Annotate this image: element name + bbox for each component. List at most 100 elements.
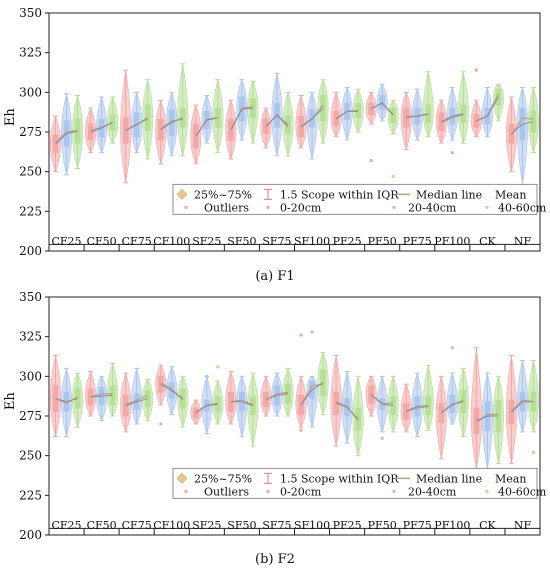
box-SF25-d1 [190, 104, 202, 165]
x-tick-label: CF75 [122, 235, 152, 248]
y-tick-label: 250 [19, 165, 42, 179]
mean-line-PF75 [406, 113, 429, 119]
outlier-point [299, 333, 303, 337]
legend-mean-label: Mean [495, 472, 526, 485]
legend-d3-label: 40-60cm [498, 201, 547, 214]
outlier-point [380, 436, 384, 440]
box-PF100-d3 [457, 71, 469, 145]
legend-d1-label: 0-20cm [280, 201, 322, 214]
box-PF75-d3 [422, 71, 434, 138]
box-SF100-d1 [295, 375, 307, 428]
legend-box-swatch [176, 188, 188, 200]
box-PF100-d2 [446, 372, 458, 425]
legend-outliers-label: Outliers [204, 201, 249, 214]
box-CF75-d1 [120, 69, 132, 184]
median-line-CF50 [90, 393, 113, 398]
mean-line-SF50 [230, 107, 253, 130]
median-line-SF50 [230, 399, 254, 406]
mean-line-CF50 [90, 394, 113, 398]
mean-line-PF100 [441, 113, 464, 123]
legend-whisker-label: 1.5 Scope within IQR [280, 472, 399, 485]
box-SF75-d1 [260, 375, 272, 417]
iqr-box [179, 107, 186, 128]
outlier-point [216, 365, 220, 369]
mean-line-PF25 [335, 402, 359, 420]
box-PF75-d1 [400, 91, 412, 151]
y-tick-label: 300 [19, 369, 42, 383]
box-SF50-d3 [247, 372, 259, 447]
x-tick-label: CK [479, 235, 496, 248]
legend-outliers-label: Outliers [204, 485, 249, 498]
median-line-CF25 [55, 396, 78, 404]
box-SF100-d2 [306, 91, 318, 160]
mean-line-SF50 [230, 401, 254, 407]
legend-outlier-swatch [184, 489, 188, 493]
legend-box-label: 25%~75% [194, 472, 252, 485]
legend-outlier-swatch [184, 205, 188, 209]
panel-caption: (b) F2 [255, 552, 295, 567]
mean-line-SF25 [195, 403, 218, 414]
box-SF100-d1 [295, 94, 307, 149]
mean-line-PF25 [335, 110, 359, 119]
x-tick-label: CF75 [122, 519, 152, 532]
x-tick-label: CF25 [52, 235, 82, 248]
outlier-point [531, 450, 536, 455]
x-tick-label: PF25 [333, 519, 362, 532]
legend-d3-swatch [485, 489, 489, 493]
legend-d3-label: 40-60cm [498, 485, 547, 498]
legend-median-label: Median line [416, 188, 482, 201]
box-CF75-d3 [142, 378, 154, 422]
box-CK-d2 [481, 86, 493, 138]
legend-d1-swatch [266, 489, 270, 493]
box-NF-d1 [505, 355, 517, 465]
box-SF25-d3 [212, 380, 224, 425]
legend-d2-swatch [392, 489, 396, 493]
x-tick-label: CF50 [87, 519, 117, 532]
median-line-PF25 [335, 401, 359, 422]
box-CK-d1 [470, 99, 482, 138]
legend-d2-label: 20-40cm [408, 485, 457, 498]
box-CF100-d1 [155, 99, 167, 165]
outlier-point [450, 346, 454, 350]
mean-line-CF50 [90, 122, 113, 133]
box-CF25-d2 [60, 92, 73, 176]
box-NF-d3 [527, 86, 539, 154]
box-CF25-d2 [61, 367, 73, 438]
legend: 25%~75% 1.5 Scope within IQR Median line Me… [172, 467, 547, 499]
x-tick-label: PF100 [434, 519, 470, 532]
y-tick-label: 325 [19, 330, 42, 344]
box-CF75-d2 [131, 367, 143, 425]
outlier-point [299, 428, 303, 432]
outlier-point [205, 374, 209, 378]
x-tick-label: PF75 [403, 519, 432, 532]
box-SF75-d3 [282, 91, 294, 157]
x-tick-label: SF50 [227, 519, 256, 532]
legend-whisker-label: 1.5 Scope within IQR [280, 188, 399, 201]
chart-panel-1: 200 225 250 275 300 325 350 Eh CF25 CF50 CF75 CF100… [3, 6, 547, 284]
x-tick-label: PF50 [368, 235, 397, 248]
median-line-SF100 [300, 104, 324, 128]
box-CF50-d2 [96, 96, 108, 154]
x-tick-label: SF75 [262, 519, 291, 532]
box-SF100-d3 [317, 351, 329, 416]
panel-caption: (a) F1 [255, 269, 294, 284]
outlier-point [474, 68, 478, 72]
box-CF100-d3 [177, 375, 189, 428]
box-PF75-d2 [411, 88, 423, 141]
box-SF50-d1 [225, 370, 237, 425]
box-NF-d2 [516, 359, 528, 433]
y-tick-label: 350 [19, 290, 42, 304]
box-PF100-d2 [446, 86, 458, 141]
x-tick-label: CF25 [52, 519, 82, 532]
x-tick-label: CF100 [153, 519, 190, 532]
x-tick-label: SF25 [192, 519, 221, 532]
y-tick-label: 325 [19, 46, 42, 60]
mean-line-SF75 [265, 393, 289, 400]
mean-line-SF25 [195, 117, 218, 137]
box-CK-d3 [492, 375, 504, 465]
median-line-CF75 [125, 394, 148, 406]
x-tick-label: NF [514, 235, 532, 248]
legend-d1-label: 0-20cm [280, 485, 322, 498]
box-CF50-d3 [107, 96, 119, 144]
